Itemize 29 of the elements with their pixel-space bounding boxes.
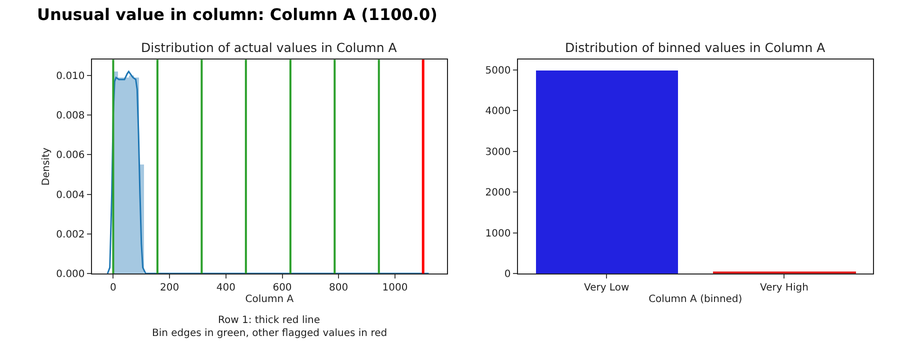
y-tick-label: 4000 (485, 106, 511, 118)
x-tick-label: Very High (760, 282, 808, 294)
x-tick-label: 200 (160, 282, 180, 294)
y-tick-label: 5000 (485, 65, 511, 76)
y-tick-label: 0.006 (56, 150, 85, 162)
x-tick-label: 400 (216, 282, 236, 294)
text: Row 1: thick red line (218, 315, 320, 326)
x-tick-label: 600 (272, 282, 292, 294)
x-axis-title: Column A (binned) (648, 294, 742, 305)
y-tick-label: 0.010 (56, 71, 85, 82)
x-tick-label: Very Low (584, 282, 630, 294)
y-tick-label: 0.002 (56, 229, 85, 240)
y-tick-label: 0.008 (56, 110, 85, 122)
x-tick-label: 800 (329, 282, 348, 294)
y-tick-label: 3000 (485, 146, 511, 158)
line-series (106, 70, 430, 274)
chart-title: Distribution of binned values in Column A (565, 40, 826, 55)
chart-title: Distribution of actual values in Column A (141, 40, 398, 55)
y-tick-label: 0 (504, 268, 511, 280)
x-tick-label: 1000 (382, 282, 408, 294)
text: Unusual value in column: Column A (1100.0) (37, 5, 438, 24)
y-tick-label: 0.004 (56, 190, 85, 201)
x-axis-title: Column A (245, 294, 294, 305)
y-tick-label: 1000 (485, 228, 511, 240)
y-axis-title: Density (41, 147, 52, 186)
y-tick-label: 0.000 (56, 268, 85, 280)
x-tick-label: 0 (110, 282, 116, 294)
y-tick-label: 2000 (485, 188, 511, 199)
text: Bin edges in green, other flagged values in red (152, 328, 388, 339)
